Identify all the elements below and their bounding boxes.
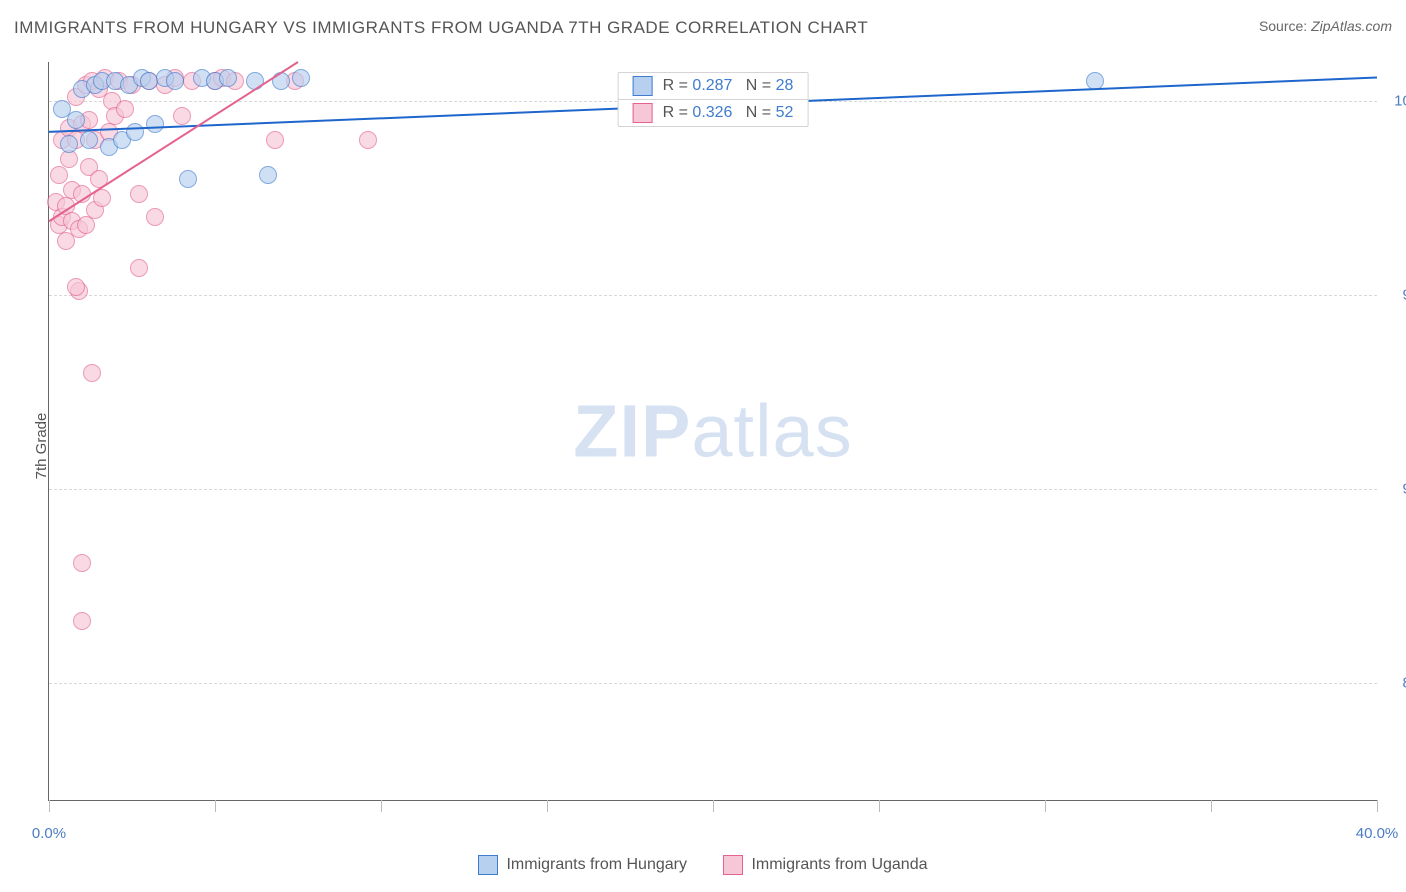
data-point bbox=[146, 115, 164, 133]
data-point bbox=[166, 72, 184, 90]
data-point bbox=[219, 69, 237, 87]
y-tick-label: 85.0% bbox=[1402, 675, 1406, 692]
legend-bottom-item-hungary: Immigrants from Hungary bbox=[478, 855, 687, 875]
x-tick bbox=[1211, 800, 1212, 812]
data-point bbox=[130, 259, 148, 277]
data-point bbox=[90, 170, 108, 188]
gridline bbox=[49, 489, 1377, 490]
x-tick bbox=[381, 800, 382, 812]
data-point bbox=[272, 72, 290, 90]
data-point bbox=[67, 111, 85, 129]
data-point bbox=[73, 185, 91, 203]
x-tick-label: 40.0% bbox=[1356, 825, 1399, 842]
x-tick bbox=[49, 800, 50, 812]
legend-bottom: Immigrants from Hungary Immigrants from … bbox=[0, 855, 1406, 880]
legend-bottom-label: Immigrants from Uganda bbox=[751, 856, 927, 874]
chart-title: IMMIGRANTS FROM HUNGARY VS IMMIGRANTS FR… bbox=[14, 18, 868, 38]
data-point bbox=[80, 131, 98, 149]
gridline bbox=[49, 295, 1377, 296]
legend-top-text: R = 0.326 N = 52 bbox=[663, 104, 794, 122]
legend-top-row: R = 0.326 N = 52 bbox=[619, 100, 808, 126]
legend-bottom-label: Immigrants from Hungary bbox=[506, 856, 687, 874]
data-point bbox=[130, 185, 148, 203]
data-point bbox=[292, 69, 310, 87]
legend-swatch-uganda bbox=[723, 855, 743, 875]
legend-top-text: R = 0.287 N = 28 bbox=[663, 77, 794, 95]
data-point bbox=[173, 107, 191, 125]
legend-swatch bbox=[633, 103, 653, 123]
y-tick-label: 100.0% bbox=[1394, 92, 1406, 109]
watermark-atlas: atlas bbox=[691, 390, 852, 473]
data-point bbox=[77, 216, 95, 234]
y-tick-label: 90.0% bbox=[1402, 481, 1406, 498]
data-point bbox=[140, 72, 158, 90]
data-point bbox=[266, 131, 284, 149]
data-point bbox=[60, 150, 78, 168]
legend-top: R = 0.287 N = 28 R = 0.326 N = 52 bbox=[618, 72, 809, 127]
y-tick-label: 95.0% bbox=[1402, 287, 1406, 304]
data-point bbox=[359, 131, 377, 149]
data-point bbox=[126, 123, 144, 141]
chart-plot-area: ZIPatlas 85.0%90.0%95.0%100.0%0.0%40.0%R… bbox=[48, 62, 1377, 801]
source-attribution: Source: ZipAtlas.com bbox=[1259, 18, 1392, 34]
data-point bbox=[259, 166, 277, 184]
watermark: ZIPatlas bbox=[573, 389, 852, 474]
legend-swatch bbox=[633, 76, 653, 96]
data-point bbox=[146, 208, 164, 226]
x-tick bbox=[713, 800, 714, 812]
legend-swatch-hungary bbox=[478, 855, 498, 875]
data-point bbox=[67, 278, 85, 296]
legend-bottom-item-uganda: Immigrants from Uganda bbox=[723, 855, 927, 875]
source-value: ZipAtlas.com bbox=[1311, 18, 1392, 34]
x-tick bbox=[1045, 800, 1046, 812]
gridline bbox=[49, 683, 1377, 684]
x-tick bbox=[879, 800, 880, 812]
data-point bbox=[116, 100, 134, 118]
legend-top-row: R = 0.287 N = 28 bbox=[619, 73, 808, 100]
data-point bbox=[1086, 72, 1104, 90]
data-point bbox=[73, 612, 91, 630]
data-point bbox=[246, 72, 264, 90]
x-tick-label: 0.0% bbox=[32, 825, 66, 842]
data-point bbox=[83, 364, 101, 382]
source-label: Source: bbox=[1259, 18, 1311, 34]
x-tick bbox=[547, 800, 548, 812]
x-tick bbox=[1377, 800, 1378, 812]
data-point bbox=[73, 554, 91, 572]
data-point bbox=[50, 166, 68, 184]
data-point bbox=[60, 135, 78, 153]
data-point bbox=[179, 170, 197, 188]
data-point bbox=[93, 189, 111, 207]
x-tick bbox=[215, 800, 216, 812]
watermark-zip: ZIP bbox=[573, 390, 691, 473]
